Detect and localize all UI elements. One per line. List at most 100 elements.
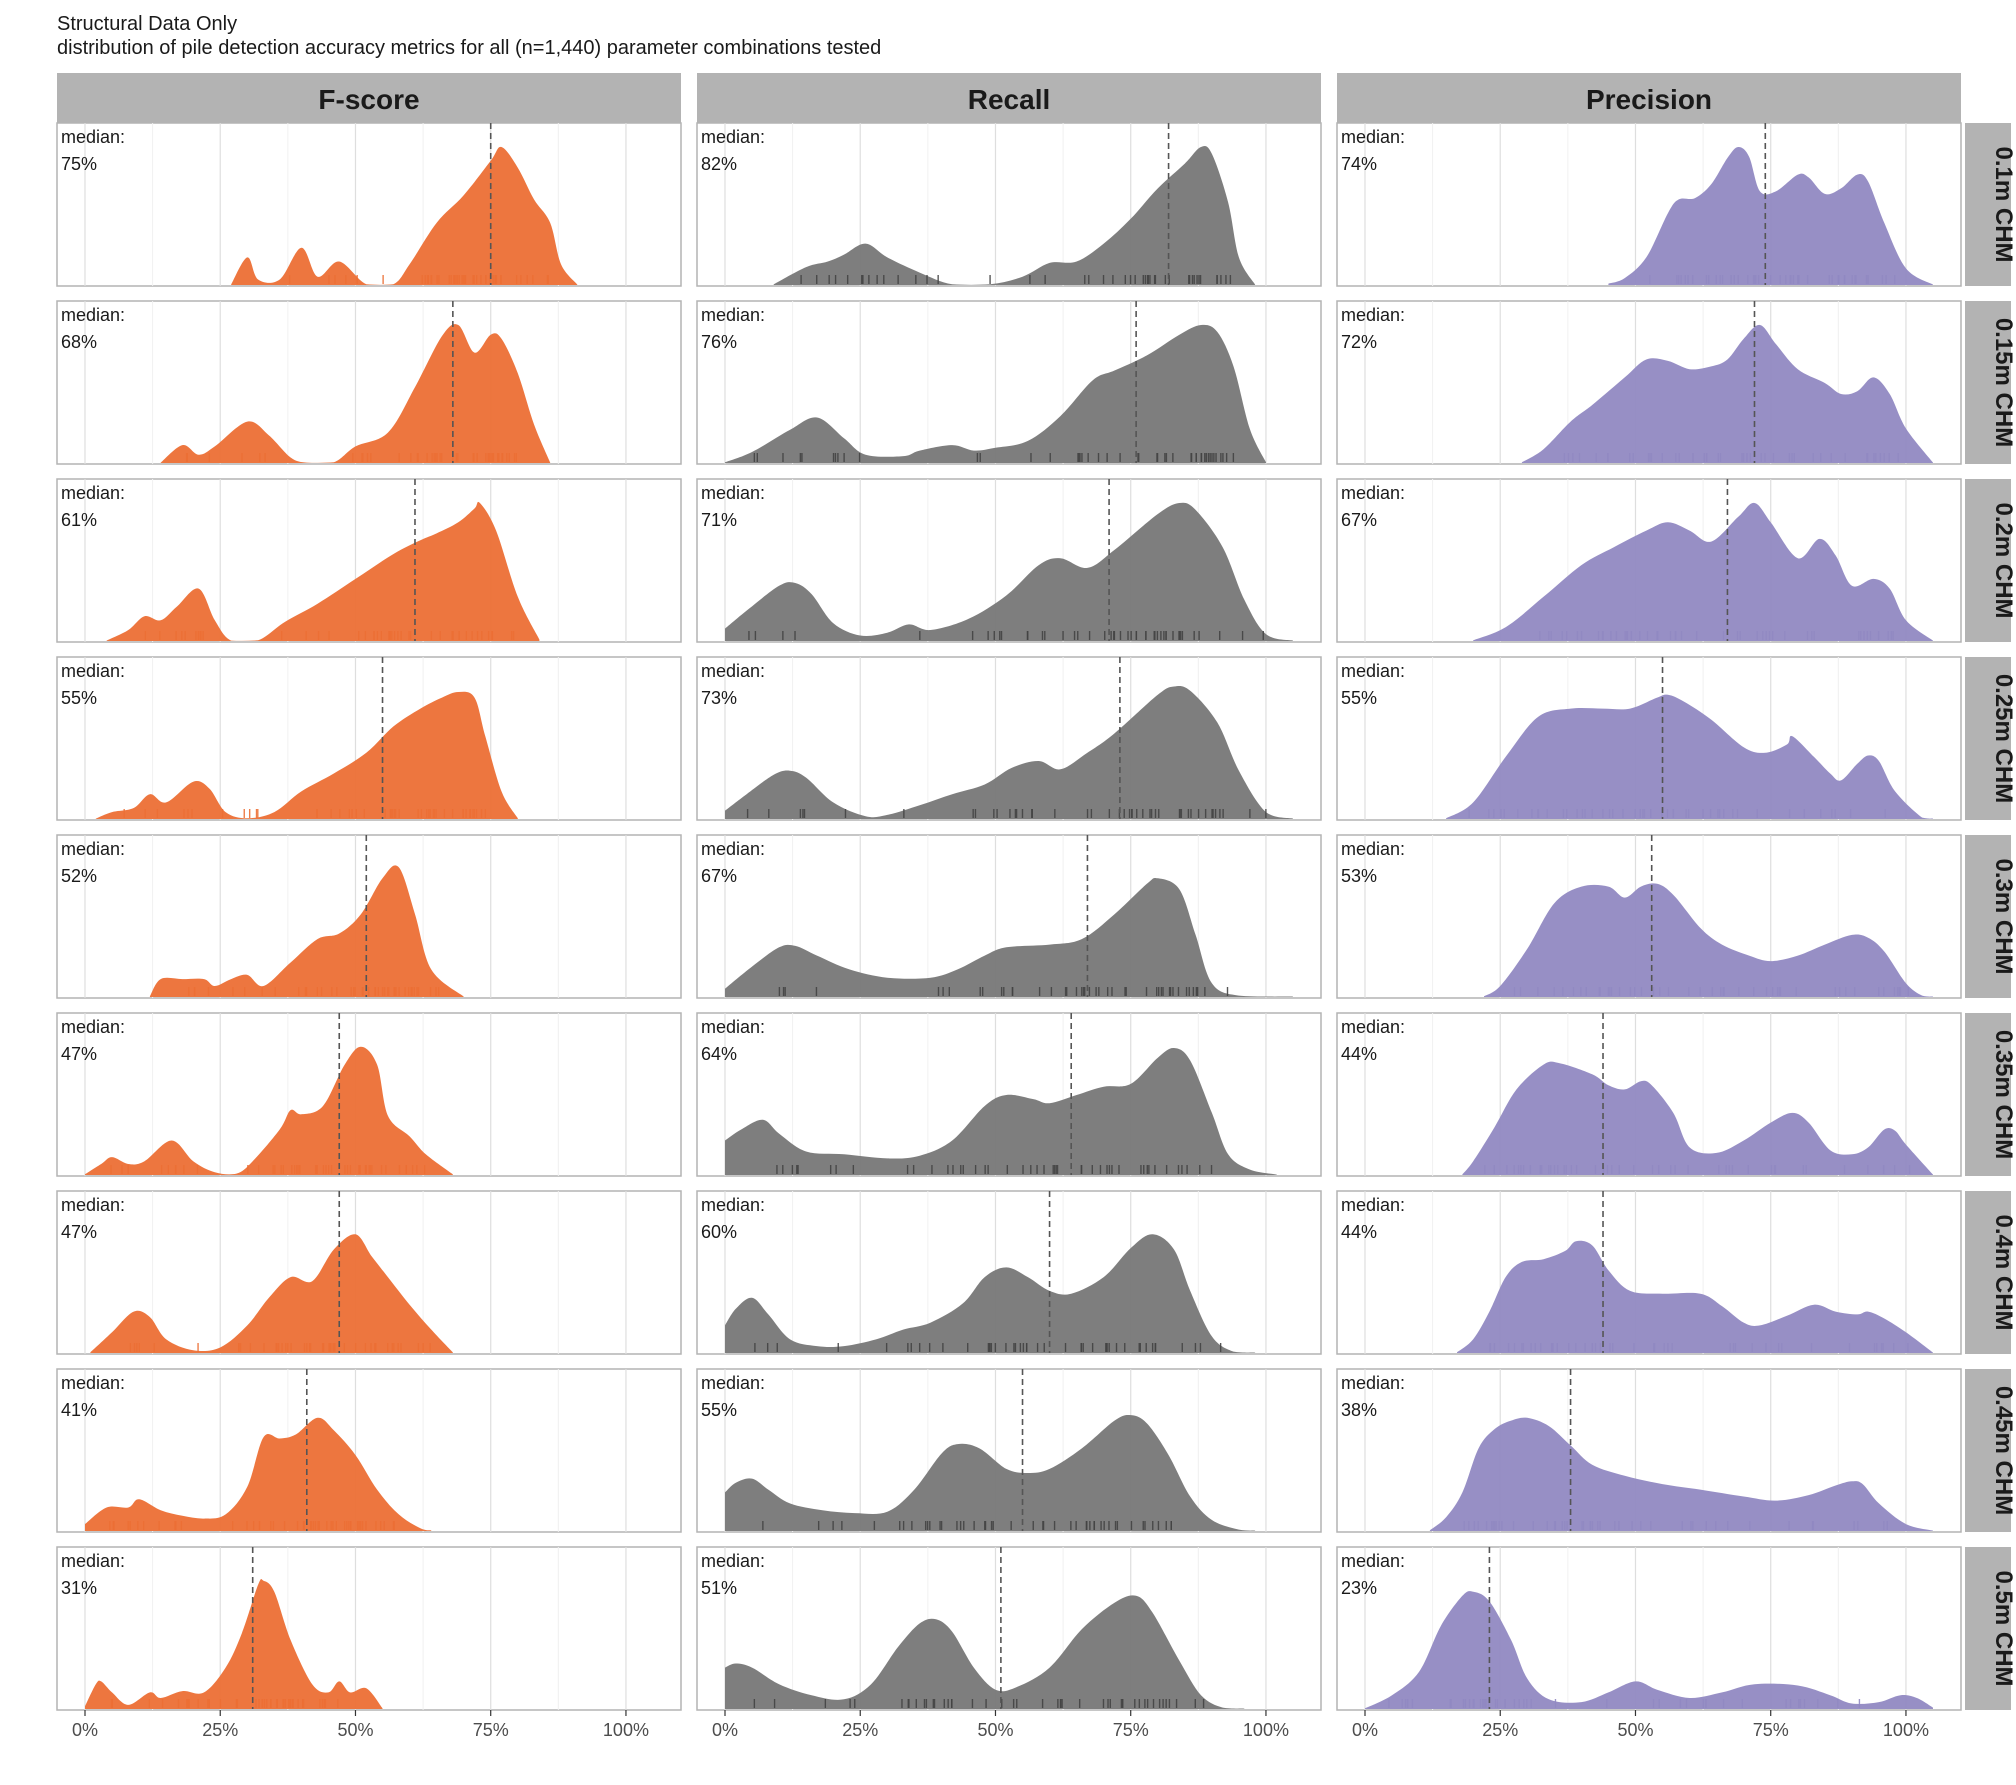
facet-panel: median: 44%: [1336, 1012, 1962, 1177]
column-strip-label: F-score: [318, 84, 419, 115]
density-area: [149, 865, 464, 997]
density-area: [725, 324, 1266, 463]
facet-panel: median: 51%: [696, 1546, 1322, 1711]
density-area: [1484, 883, 1933, 997]
rug-marks: [129, 1343, 431, 1352]
x-tick-label: 75%: [1113, 1720, 1149, 1740]
x-tick-label: 50%: [1617, 1720, 1653, 1740]
facet-panel: median: 73%: [696, 656, 1322, 821]
median-value: 60%: [701, 1222, 737, 1242]
x-tick-label: 25%: [202, 1720, 238, 1740]
median-label: median:: [1341, 661, 1405, 681]
facet-panel: median: 72%: [1336, 300, 1962, 465]
median-value: 68%: [61, 332, 97, 352]
row-strip-label: 0.35m CHM: [1990, 1030, 2016, 1159]
rug-marks: [800, 275, 1232, 284]
median-label: median:: [701, 1373, 765, 1393]
facet-panel: median: 60%: [696, 1190, 1322, 1355]
density-area: [725, 877, 1293, 997]
density-area: [106, 501, 540, 641]
row-strip-label: 0.2m CHM: [1990, 502, 2016, 618]
median-value: 55%: [61, 688, 97, 708]
median-value: 67%: [1341, 510, 1377, 530]
median-value: 47%: [61, 1222, 97, 1242]
facet-panel: median: 74%: [1336, 122, 1962, 287]
median-label: median:: [61, 1551, 125, 1571]
facet-panel: median: 23%: [1336, 1546, 1962, 1711]
density-area: [1462, 1061, 1933, 1175]
density-area: [85, 1579, 383, 1709]
median-label: median:: [1341, 127, 1405, 147]
rug-marks: [778, 987, 1229, 996]
median-label: median:: [701, 839, 765, 859]
facet-panel: median: 67%: [1336, 478, 1962, 643]
facet-panel: median: 68%: [56, 300, 682, 465]
facet-panel: median: 41%: [56, 1368, 682, 1533]
column-strip: [57, 73, 681, 123]
row-strip: [1965, 657, 2011, 820]
rug-marks: [109, 1521, 395, 1530]
median-label: median:: [1341, 305, 1405, 325]
facet-panel: median: 55%: [1336, 656, 1962, 821]
median-value: 47%: [61, 1044, 97, 1064]
density-area: [160, 324, 551, 463]
facet-panel: median: 47%: [56, 1190, 682, 1355]
density-area: [1457, 1240, 1933, 1353]
panel-background: [56, 1546, 682, 1711]
density-area: [1473, 502, 1933, 641]
rug-marks: [188, 987, 440, 996]
median-value: 72%: [1341, 332, 1377, 352]
x-tick-label: 75%: [1753, 1720, 1789, 1740]
row-strip: [1965, 123, 2011, 286]
facet-panel: median: 47%: [56, 1012, 682, 1177]
facet-panel: median: 71%: [696, 478, 1322, 643]
median-value: 61%: [61, 510, 97, 530]
median-label: median:: [61, 839, 125, 859]
median-label: median:: [701, 483, 765, 503]
median-label: median:: [1341, 1551, 1405, 1571]
facet-panel: median: 64%: [696, 1012, 1322, 1177]
median-value: 53%: [1341, 866, 1377, 886]
facet-panel: median: 61%: [56, 478, 682, 643]
row-strip-label: 0.45m CHM: [1990, 1386, 2016, 1515]
x-tick-label: 25%: [1482, 1720, 1518, 1740]
rug-marks: [746, 809, 1267, 818]
x-tick-label: 100%: [1883, 1720, 1929, 1740]
column-strip: [1337, 73, 1961, 123]
chart-subtitle: distribution of pile detection accuracy …: [57, 37, 881, 59]
density-area: [725, 685, 1293, 819]
rug-marks: [1539, 631, 1894, 640]
density-area: [1446, 694, 1933, 819]
median-value: 41%: [61, 1400, 97, 1420]
rug-marks: [185, 453, 518, 462]
row-strip-label: 0.15m CHM: [1990, 318, 2016, 447]
row-strip: [1965, 479, 2011, 642]
rug-marks: [1563, 453, 1899, 462]
rug-marks: [776, 1165, 1213, 1174]
x-tick-label: 75%: [473, 1720, 509, 1740]
x-tick-label: 50%: [337, 1720, 373, 1740]
rug-marks: [110, 1165, 426, 1174]
density-area: [773, 146, 1256, 285]
density-area: [725, 1234, 1256, 1353]
median-label: median:: [1341, 483, 1405, 503]
density-area: [1521, 324, 1933, 463]
median-label: median:: [1341, 1017, 1405, 1037]
rug-marks: [1484, 1165, 1911, 1174]
median-value: 44%: [1341, 1044, 1377, 1064]
median-label: median:: [61, 483, 125, 503]
median-label: median:: [1341, 839, 1405, 859]
row-strip-label: 0.1m CHM: [1990, 146, 2016, 262]
median-value: 51%: [701, 1578, 737, 1598]
rug-marks: [1649, 275, 1896, 284]
median-value: 82%: [701, 154, 737, 174]
x-tick-label: 0%: [712, 1720, 738, 1740]
x-tick-label: 50%: [977, 1720, 1013, 1740]
median-label: median:: [701, 1017, 765, 1037]
row-strip-label: 0.25m CHM: [1990, 674, 2016, 803]
median-value: 67%: [701, 866, 737, 886]
facet-grid: F-score Recall Precision 0.1m CHM median: 75%…: [56, 73, 2016, 1740]
density-area: [85, 1417, 432, 1531]
facet-panel: median: 76%: [696, 300, 1322, 465]
